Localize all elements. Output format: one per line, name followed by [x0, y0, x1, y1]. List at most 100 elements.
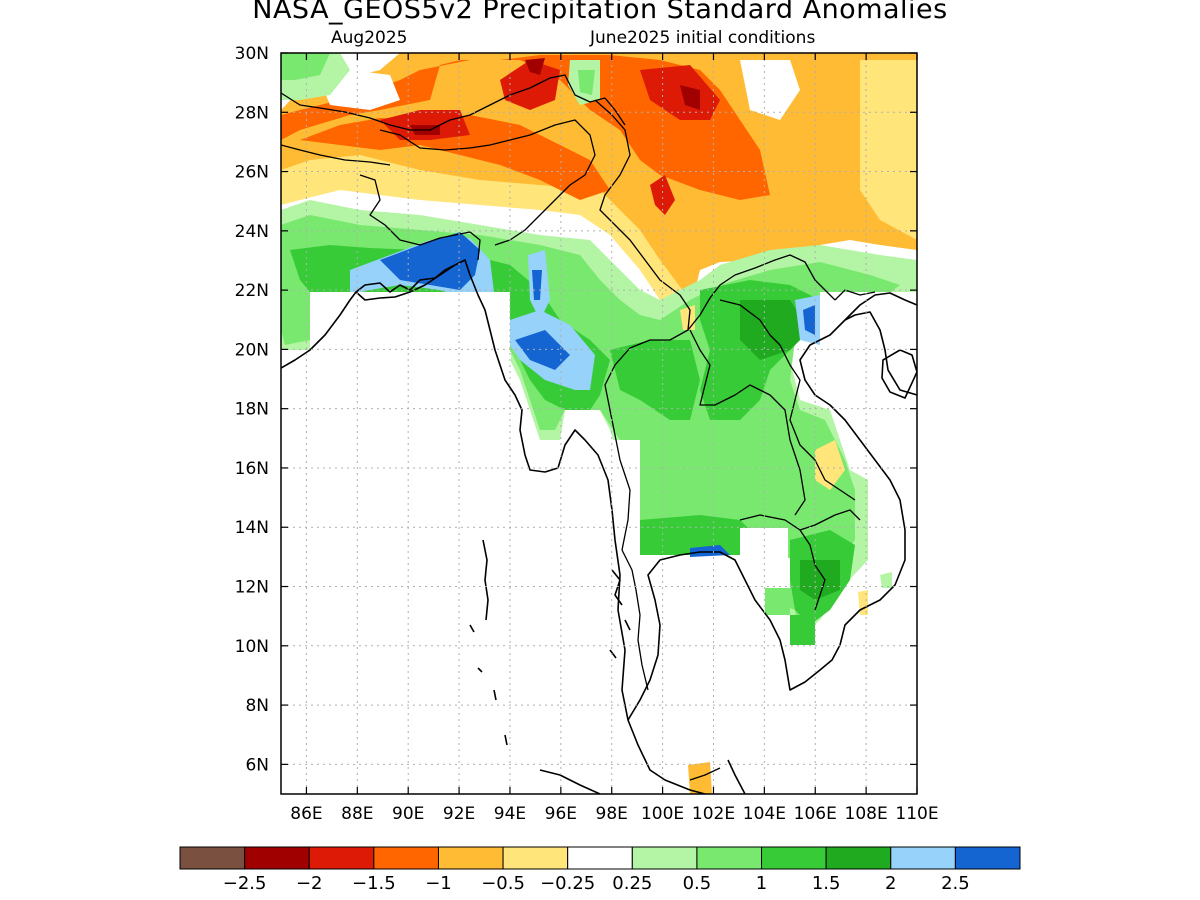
colorbar-label: −1: [425, 873, 452, 894]
northeast-india-border: [469, 119, 596, 246]
mergui-archipelago: [609, 569, 631, 659]
anomaly-field: [281, 53, 917, 794]
bhutan-border: [379, 129, 471, 151]
y-tick-label: 30N: [235, 44, 269, 64]
colorbar-label: 0.25: [612, 873, 652, 894]
colorbar-swatch: [179, 846, 246, 870]
y-tick-label: 18N: [235, 400, 269, 420]
colorbar: −2.5 −2 −1.5 −1 −0.5 −0.25 0.25 0.5 1 1.5 2 2.5: [179, 846, 1021, 894]
wet-region: [790, 615, 815, 645]
masked-area: [868, 392, 917, 794]
colorbar-swatch: [437, 846, 504, 870]
x-tick-label: 92E: [443, 804, 475, 824]
india-coastline: [281, 259, 706, 794]
colorbar-label: −0.5: [481, 873, 525, 894]
laos-thailand-border: [689, 329, 806, 516]
y-tick-label: 28N: [235, 103, 269, 123]
highest-wet-region: [532, 270, 542, 300]
hainan-coast: [881, 349, 917, 399]
nepal-border: [281, 144, 391, 166]
malay-east-coast: [727, 759, 746, 794]
colorbar-swatch: [890, 846, 956, 870]
colorbar-swatch: [567, 846, 633, 870]
x-tick-label: 100E: [641, 804, 684, 824]
y-tick-label: 14N: [235, 518, 269, 538]
x-tick-label: 90E: [392, 804, 424, 824]
colorbar-label: 2: [885, 873, 896, 894]
colorbar-swatch: [308, 846, 375, 870]
y-tick-label: 16N: [235, 459, 269, 479]
y-tick-label: 22N: [235, 281, 269, 301]
y-tick-label: 8N: [245, 696, 269, 716]
colorbar-swatch: [696, 846, 763, 870]
colorbar-swatch: [954, 846, 1021, 870]
highest-wet-region: [803, 305, 815, 335]
chart-title: NASA_GEOS5v2 Precipitation Standard Anom…: [252, 0, 948, 25]
dry-region: [300, 115, 610, 200]
bangladesh-coast-detail: [355, 264, 456, 293]
thailand-malaysia-border: [689, 767, 721, 781]
plot-frame: [280, 52, 918, 795]
strong-wet-region: [640, 515, 760, 555]
colorbar-label: −2.5: [223, 873, 267, 894]
axes: 86E 88E 90E 92E 94E 96E 98E 100E 102E 104E 106E 108…: [235, 44, 939, 824]
very-dry-region: [500, 60, 560, 110]
y-tick-label: 6N: [245, 755, 269, 775]
x-tick-label: 108E: [845, 804, 888, 824]
mild-dry-region: [680, 305, 695, 330]
sumatra-tip: [539, 769, 601, 794]
colorbar-swatch: [825, 846, 892, 870]
masked-area: [820, 292, 917, 392]
y-tick-label: 26N: [235, 163, 269, 183]
sichuan-border: [604, 97, 626, 126]
colorbar-label: −2: [296, 873, 323, 894]
colorbar-swatch: [244, 846, 310, 870]
strong-wet-region: [610, 340, 700, 420]
y-tick-label: 20N: [235, 340, 269, 360]
dry-region: [688, 762, 712, 794]
mild-dry-region: [815, 440, 845, 490]
colorbar-swatch: [761, 846, 827, 870]
extreme-dry-region: [525, 58, 545, 75]
mild-dry-region: [281, 155, 690, 330]
y-tick-label: 10N: [235, 637, 269, 657]
near-normal-region: [740, 60, 800, 120]
colorbar-label: 0.5: [683, 873, 712, 894]
mild-dry-region: [860, 60, 917, 240]
colorbar-swatch: [373, 846, 439, 870]
masked-area: [790, 645, 868, 794]
colorbar-label: 1: [756, 873, 767, 894]
andaman-islands: [469, 539, 508, 746]
highest-wet-region: [515, 330, 570, 370]
masked-area: [281, 352, 511, 794]
very-dry-region: [650, 175, 675, 215]
highest-wet-region: [380, 232, 480, 290]
highest-wet-region: [690, 545, 730, 557]
himalaya-border: [281, 74, 606, 131]
x-tick-label: 102E: [692, 804, 735, 824]
colorbar-label: −0.25: [540, 873, 595, 894]
gridlines: [281, 53, 917, 794]
laos-border: [687, 254, 836, 331]
gulf-of-tonkin-coast: [844, 311, 917, 396]
x-tick-label: 94E: [494, 804, 526, 824]
coastlines: [281, 259, 917, 794]
x-tick-label: 106E: [794, 804, 837, 824]
colorbar-swatch: [502, 846, 569, 870]
x-tick-label: 110E: [895, 804, 938, 824]
x-tick-label: 86E: [290, 804, 322, 824]
initial-conditions-label: June2025 initial conditions: [590, 28, 816, 48]
x-tick-label: 98E: [596, 804, 628, 824]
masked-area: [610, 558, 790, 794]
colorbar-label: −1.5: [352, 873, 396, 894]
extreme-dry-region: [680, 85, 700, 110]
country-borders: [281, 74, 876, 781]
colorbar-label: 1.5: [812, 873, 841, 894]
very-wet-region: [740, 300, 810, 360]
x-tick-label: 96E: [545, 804, 577, 824]
gulf-of-thailand-coast: [627, 292, 917, 721]
x-tick-label: 104E: [743, 804, 786, 824]
wet-region: [880, 572, 892, 588]
wet-region: [578, 70, 595, 95]
